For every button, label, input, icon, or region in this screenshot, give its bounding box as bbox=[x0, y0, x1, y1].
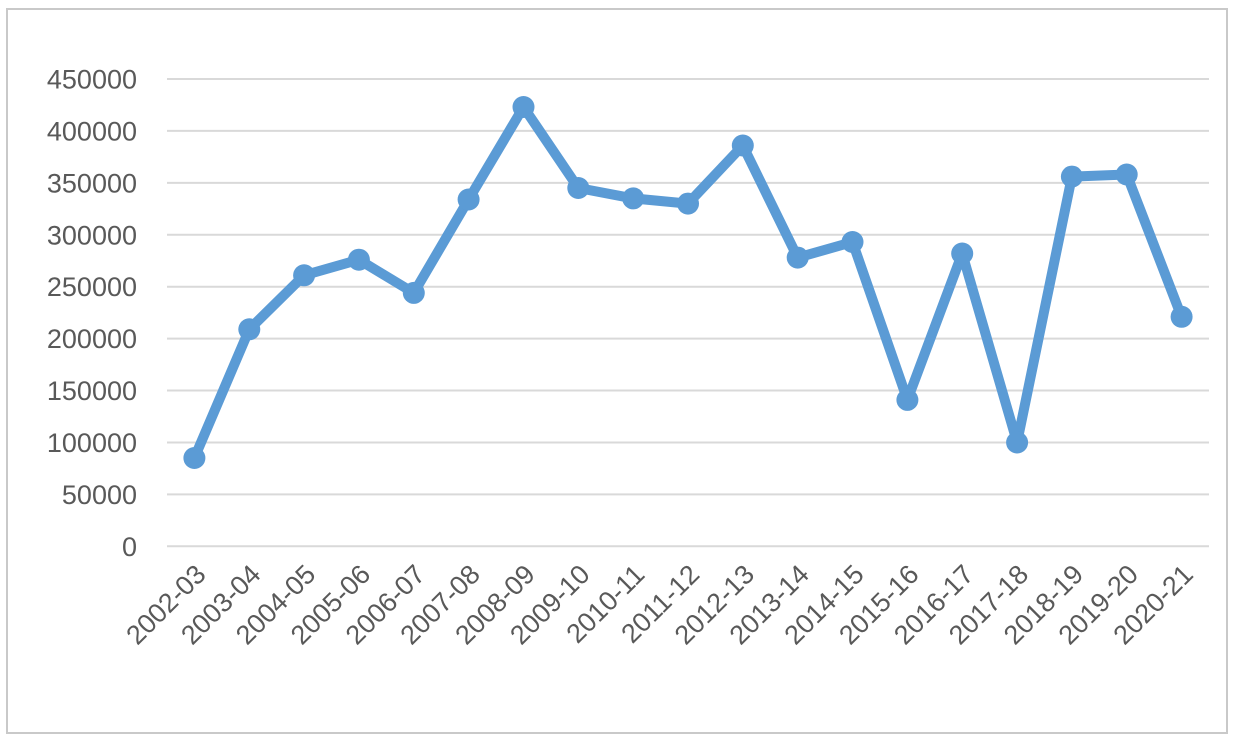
data-point-marker bbox=[1115, 163, 1138, 186]
y-axis-tick-label: 50000 bbox=[62, 480, 137, 510]
chart-border-frame bbox=[6, 8, 1228, 734]
data-point-marker bbox=[1006, 431, 1029, 454]
y-axis-tick-label: 450000 bbox=[47, 65, 137, 95]
data-point-marker bbox=[567, 177, 590, 199]
y-axis-labels-group: 0 50000 100000 150000 200000 250000 300000 3500… bbox=[47, 65, 137, 562]
y-axis-tick-label: 150000 bbox=[47, 376, 137, 406]
data-point-marker bbox=[457, 188, 480, 211]
y-axis-tick-label: 250000 bbox=[47, 272, 137, 302]
y-axis-tick-label: 200000 bbox=[47, 324, 137, 354]
y-axis-tick-label: 0 bbox=[122, 532, 137, 562]
data-point-marker bbox=[1170, 305, 1193, 328]
data-point-marker bbox=[786, 246, 809, 269]
data-point-marker bbox=[677, 192, 699, 215]
data-point-marker bbox=[1060, 165, 1083, 188]
data-series-line bbox=[189, 102, 1187, 463]
data-point-marker bbox=[841, 231, 864, 253]
gridlines-group bbox=[167, 78, 1209, 548]
data-series-group bbox=[183, 96, 1193, 469]
y-axis-tick-label: 350000 bbox=[47, 168, 137, 198]
data-point-marker bbox=[512, 96, 535, 118]
data-point-marker bbox=[622, 187, 645, 210]
data-point-marker bbox=[951, 242, 974, 265]
data-point-marker bbox=[896, 388, 919, 411]
data-point-marker bbox=[731, 134, 754, 157]
y-axis-tick-label: 300000 bbox=[47, 220, 137, 250]
x-axis-labels-group: 2002-032003-042004-052005-062006-072007-… bbox=[120, 559, 1198, 650]
data-point-marker bbox=[347, 248, 370, 271]
y-axis-tick-label: 400000 bbox=[47, 116, 137, 146]
y-axis-tick-label: 100000 bbox=[47, 428, 137, 458]
data-point-marker bbox=[238, 318, 261, 341]
data-point-marker bbox=[183, 447, 206, 469]
data-point-marker bbox=[293, 264, 316, 287]
data-point-marker bbox=[402, 281, 425, 304]
